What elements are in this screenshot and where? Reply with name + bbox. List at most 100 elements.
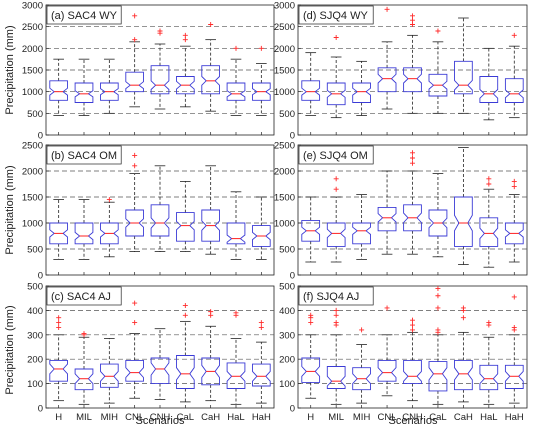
y-tick-label: 500 <box>279 245 295 256</box>
box-H <box>49 199 68 260</box>
outlier-marker <box>410 22 415 27</box>
box-HaL <box>226 45 246 116</box>
outlier-marker <box>308 320 314 326</box>
box-body <box>201 209 220 242</box>
box-body <box>201 65 220 95</box>
box-HaL <box>479 47 499 121</box>
outlier-marker <box>511 178 517 184</box>
x-tick-label: HaH <box>252 412 271 423</box>
box-CNH <box>150 328 170 400</box>
box-MIL <box>74 331 94 405</box>
x-tick-label: MIL <box>328 412 344 423</box>
y-tick-label: 300 <box>279 330 295 341</box>
box-CNL <box>125 152 144 253</box>
outlier-marker <box>208 309 214 315</box>
box-body <box>100 222 119 245</box>
panel-title: (a) SAC4 WY <box>51 10 118 22</box>
y-tick-label: 2000 <box>274 167 295 178</box>
y-tick-label: 2500 <box>22 141 43 152</box>
outlier-marker <box>258 45 264 51</box>
outlier-marker <box>460 315 466 321</box>
outlier-marker <box>384 6 390 12</box>
panel-2: 0 500 1000 1500 2000 2500 (b) SAC4 OM <box>22 141 275 282</box>
y-tick-label: 1500 <box>22 66 43 77</box>
x-tick-label: MIH <box>101 412 119 423</box>
x-tick-label: CNH <box>402 412 423 423</box>
box-body <box>49 359 68 382</box>
box-MIL <box>326 35 346 119</box>
x-tick-label: MIL <box>76 412 92 423</box>
outlier-marker <box>410 155 415 161</box>
box-H <box>49 58 68 116</box>
outlier-marker <box>410 322 415 328</box>
y-tick-label: 1500 <box>22 193 43 204</box>
outlier-marker <box>81 331 87 337</box>
y-tick-label: 1000 <box>22 87 43 98</box>
box-body <box>454 196 473 247</box>
outlier-marker <box>333 320 339 326</box>
box-HaL <box>479 320 499 405</box>
panel-title: (f) SJQ4 AJ <box>303 291 359 303</box>
box-body <box>326 366 346 389</box>
box-body <box>301 80 321 101</box>
box-body <box>74 82 94 103</box>
box-body <box>428 73 448 97</box>
box-H <box>301 52 321 116</box>
box-body <box>479 217 499 247</box>
y-tick-label: 2000 <box>274 44 295 55</box>
outlier-marker <box>182 32 188 38</box>
box-MIL <box>74 199 94 260</box>
y-axis-label-top: Precipitation (mm) <box>4 25 16 114</box>
y-tick-label: 0 <box>38 131 43 142</box>
outlier-marker <box>511 184 517 190</box>
box-body <box>150 65 170 95</box>
outlier-marker <box>233 310 239 316</box>
box-CNH <box>150 28 170 110</box>
box-MIH <box>352 193 371 260</box>
y-tick-label: 200 <box>27 355 43 366</box>
y-tick-label: 500 <box>279 109 295 120</box>
x-axis-label-right: Scenarios <box>389 415 438 427</box>
box-MIL <box>326 307 346 405</box>
box-body <box>428 209 448 237</box>
panel-title-box <box>298 5 374 25</box>
outlier-marker <box>333 186 339 192</box>
outlier-marker <box>308 312 314 318</box>
box-body <box>504 78 524 103</box>
y-tick-label: 2500 <box>22 22 43 33</box>
outlier-marker <box>132 300 138 306</box>
outlier-marker <box>410 160 415 166</box>
box-CNH <box>403 13 422 114</box>
box-body <box>49 222 68 245</box>
box-body <box>301 219 321 242</box>
y-tick-label: 400 <box>279 306 295 317</box>
box-body <box>454 60 473 95</box>
y-tick-label: 3000 <box>274 1 295 12</box>
box-body <box>150 204 170 237</box>
box-body <box>454 359 473 391</box>
y-tick-label: 0 <box>38 404 43 415</box>
x-tick-label: CaH <box>201 412 220 423</box>
box-body <box>326 222 346 247</box>
box-CaH <box>201 22 220 112</box>
box-HaL <box>226 191 246 260</box>
box-body <box>252 363 271 387</box>
x-tick-label: CNL <box>378 412 397 423</box>
box-CaH <box>454 147 473 266</box>
box-H <box>301 196 321 263</box>
x-tick-label: MIH <box>353 412 371 423</box>
box-MIL <box>74 58 94 116</box>
panel-title-box <box>46 145 122 165</box>
box-CaL <box>428 285 448 405</box>
outlier-marker <box>132 320 138 326</box>
outlier-marker <box>410 13 415 19</box>
outlier-marker <box>511 32 517 38</box>
outlier-marker <box>132 13 138 19</box>
box-body <box>226 222 246 245</box>
box-body <box>479 364 499 391</box>
y-tick-label: 1500 <box>274 66 295 77</box>
box-body <box>377 206 397 232</box>
box-body <box>479 76 499 103</box>
x-axis-label-left: Scenarios <box>136 415 185 427</box>
box-HaH <box>504 32 524 119</box>
